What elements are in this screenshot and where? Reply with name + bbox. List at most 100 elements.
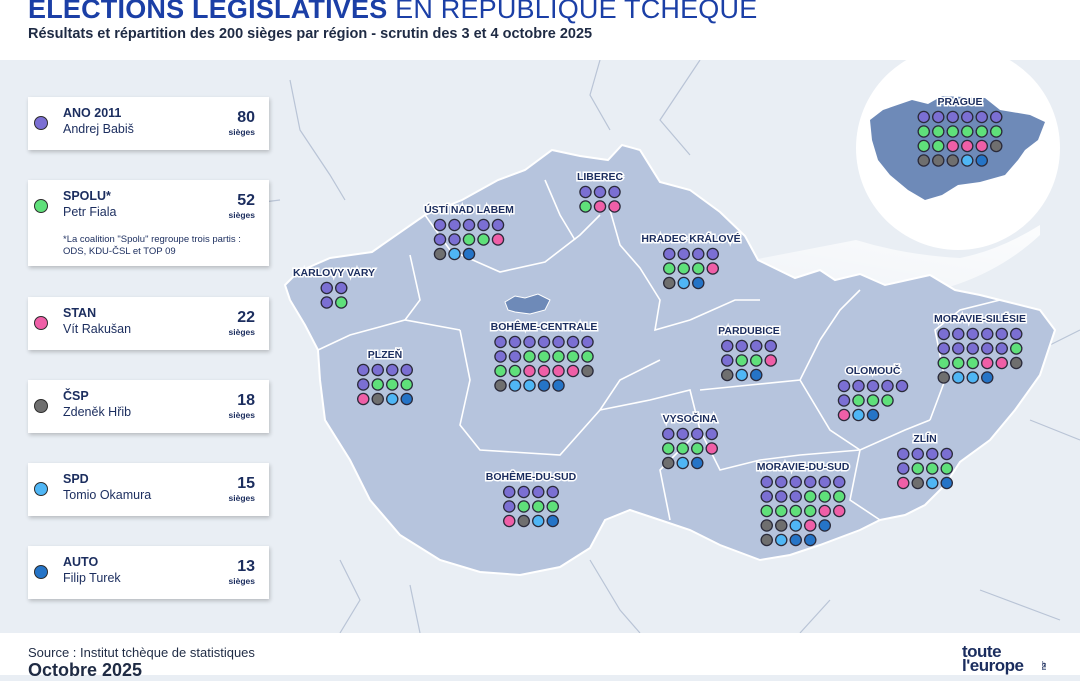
seat-dot (804, 475, 817, 489)
seat-dot (833, 490, 846, 503)
czech-map: PRAGUE LIBEREC ÚSTÍ NAD LABEM HRADEC KRÁLOV… (199, 60, 1080, 633)
seat-dot (866, 408, 880, 422)
seat-dot (662, 442, 675, 455)
region-label: ZLÍN (913, 432, 936, 445)
region-group: ZLÍN (897, 431, 954, 490)
seat-dot (356, 363, 370, 377)
logo-line-2: l'europe (962, 656, 1024, 675)
seat-dot (320, 281, 333, 295)
region-group: BOHÊME-CENTRALE (489, 319, 599, 392)
seat-dot (946, 154, 960, 167)
toute-leurope-logo[interactable]: toute l'europe .eu (962, 643, 1047, 675)
party-name: ANO 2011 (63, 106, 122, 120)
legend-card: SPD Tomio Okamura 15 sièges (28, 463, 269, 516)
region-group: ÚSTÍ NAD LABEM (423, 202, 516, 261)
region-group: PRAGUE (917, 95, 1003, 167)
seat-dot (818, 475, 832, 489)
seat-dot (677, 276, 691, 290)
seat-dot (990, 139, 1003, 153)
seat-unit: sièges (228, 327, 255, 337)
region-label: HRADEC KRÁLOVÉ (641, 232, 740, 245)
seat-dot (566, 335, 580, 349)
seat-unit: sièges (228, 127, 255, 137)
seat-dot (952, 327, 965, 341)
seat-dot (491, 218, 505, 232)
seat-dot (692, 262, 705, 275)
seat-dot (881, 394, 894, 407)
party-name: STAN (63, 306, 97, 320)
seat-dot (818, 490, 832, 503)
seat-dot (981, 356, 994, 370)
seat-dot (804, 533, 817, 547)
seat-dot (952, 342, 965, 355)
seat-dot (371, 363, 384, 377)
seat-dot (448, 233, 461, 246)
seat-dot (721, 368, 734, 382)
seat-dot (721, 339, 734, 353)
seat-count: 80 (237, 109, 255, 126)
seat-dot (735, 368, 749, 382)
legend-card: SPOLU* Petr Fiala 52 sièges *La coalition "S… (28, 180, 269, 266)
party-leader: Andrej Babiš (63, 122, 134, 136)
seat-dot (566, 350, 580, 363)
seat-dot (911, 462, 925, 475)
title-rest: EN RÉPUBLIQUE TCHÈQUE (387, 0, 758, 24)
seat-dot (966, 371, 980, 384)
seat-dot (975, 110, 989, 124)
seat-unit: sièges (228, 410, 255, 420)
region-group: MORAVIE-DU-SUD (755, 460, 851, 547)
region-label: MORAVIE-DU-SUD (757, 461, 850, 473)
seat-dot (676, 456, 690, 470)
seat-dot (990, 125, 1003, 138)
seat-dot (546, 500, 560, 513)
seat-dot (1010, 356, 1023, 370)
seat-dot (523, 364, 536, 378)
seat-dot (961, 139, 974, 153)
seat-dot (804, 490, 817, 503)
seat-dot (356, 378, 370, 391)
page-subtitle: Résultats et répartition des 200 sièges … (28, 26, 593, 42)
region-group: VYSOČINA (661, 411, 719, 470)
seat-dot (837, 408, 851, 422)
seat-dot (581, 350, 594, 363)
seat-dot (937, 371, 951, 384)
seat-dot (760, 504, 774, 518)
seat-unit: sièges (228, 493, 255, 503)
seat-dot (760, 490, 774, 503)
seat-dot (911, 447, 925, 461)
region-label: VYSOČINA (663, 412, 718, 425)
seat-dot (804, 504, 817, 518)
party-color-dot (34, 399, 48, 413)
coalition-note: *La coalition "Spolu" regroupe trois par… (63, 234, 241, 257)
region-label: MORAVIE-SILÉSIE (934, 312, 1026, 325)
seat-dot (691, 427, 704, 441)
seat-dot (1010, 342, 1023, 355)
seat-dot (566, 364, 580, 378)
seat-dot (966, 327, 980, 341)
seat-dot (932, 125, 945, 138)
region-label: ÚSTÍ NAD LABEM (424, 203, 514, 216)
seat-count: 22 (237, 309, 255, 326)
seat-dot (995, 327, 1009, 341)
seat-dot (975, 154, 989, 167)
seat-dot (448, 247, 461, 261)
seat-dot (837, 394, 851, 407)
seat-dot (975, 125, 989, 138)
seat-dot (775, 519, 788, 532)
seat-dot (494, 379, 507, 392)
seat-dot (750, 368, 763, 382)
seat-dot (940, 476, 954, 490)
seat-dot (532, 514, 545, 528)
seat-dot (334, 281, 348, 295)
seat-dot (764, 339, 778, 353)
region-label: LIBEREC (577, 171, 624, 183)
seat-dot (663, 262, 676, 275)
seat-dot (926, 447, 939, 461)
seat-dot (502, 485, 516, 499)
region-label: BOHÊME-DU-SUD (486, 470, 577, 483)
seat-dot (895, 379, 909, 393)
seat-dot (926, 476, 939, 490)
seat-dot (961, 125, 974, 138)
seat-dot (385, 363, 399, 377)
seat-dot (789, 533, 803, 547)
